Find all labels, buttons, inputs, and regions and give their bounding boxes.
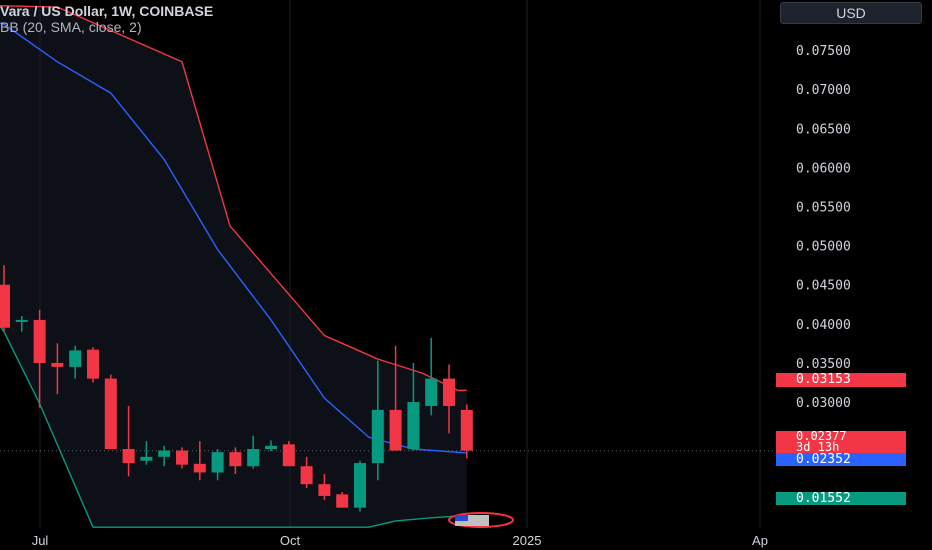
candle-body [282, 444, 295, 467]
y-tick-label: 0.05000 [796, 240, 851, 255]
y-tick-label: 0.07000 [796, 83, 851, 98]
candle [211, 448, 224, 481]
y-tick-label: 0.04000 [796, 318, 851, 333]
candle [336, 492, 349, 508]
y-tick-label: 0.07500 [796, 44, 851, 59]
y-tick-label: 0.05500 [796, 201, 851, 216]
chart-legend: Vara / US Dollar, 1W, COINBASE BB (20, S… [0, 3, 213, 35]
candle-body [407, 402, 420, 449]
candle-body [318, 484, 331, 496]
candle [176, 447, 188, 469]
logo-flag [455, 515, 489, 526]
candle [443, 364, 455, 434]
candle [407, 362, 420, 451]
y-tick-label: 0.03500 [796, 357, 851, 372]
candle [0, 265, 10, 332]
upper-band-price-value: 0.03153 [796, 372, 851, 387]
candle-body [176, 450, 188, 465]
candle [140, 441, 153, 465]
x-tick-label: 2025 [513, 533, 542, 548]
candle-body [15, 319, 28, 322]
time-axis: Jul Oct 2025 Ap [32, 533, 768, 548]
candle [229, 447, 242, 475]
candle [69, 345, 82, 379]
flag-logo-icon [448, 512, 514, 528]
x-tick-label: Jul [32, 533, 49, 548]
candle [354, 460, 366, 512]
candle [193, 441, 206, 481]
candle-body [87, 349, 99, 379]
lower-band-price-tag: 0.01552 [776, 492, 906, 505]
y-tick-label: 0.04500 [796, 279, 851, 294]
candle-body [371, 409, 384, 464]
candle-body [265, 445, 277, 449]
candle [371, 360, 384, 481]
candle [51, 343, 64, 395]
symbol-title[interactable]: Vara / US Dollar, 1W, COINBASE [0, 3, 214, 19]
y-tick-label: 0.06500 [796, 122, 851, 137]
candles [0, 265, 473, 512]
candle-body [300, 466, 313, 485]
candle [122, 405, 135, 477]
candle-body [460, 409, 473, 451]
candle-body [229, 452, 242, 467]
candle [318, 474, 331, 500]
candle [158, 445, 171, 467]
candle-body [122, 448, 135, 464]
candle-body [193, 463, 206, 473]
bar-countdown: 3d 13h [796, 440, 840, 454]
candle [460, 404, 473, 459]
lower-band-price-value: 0.01552 [796, 491, 851, 506]
candle-body [140, 456, 153, 461]
x-tick-label: Ap [752, 533, 768, 548]
candle [265, 440, 277, 452]
candle-body [211, 452, 224, 473]
candle-body [158, 450, 171, 457]
candle [389, 345, 402, 451]
candle-body [51, 362, 64, 367]
candle [282, 441, 295, 467]
candle-body [33, 319, 46, 363]
logo-ring [448, 512, 514, 528]
currency-button[interactable]: USD [780, 2, 922, 24]
last-price-tag: 0.02377 3d 13h [776, 429, 906, 454]
last-price-value: 0.02377 [796, 429, 847, 443]
candle-body [425, 378, 438, 406]
x-tick-label: Oct [280, 533, 301, 548]
candle [104, 374, 117, 449]
price-axis: 0.07500 0.07000 0.06500 0.06000 0.05500 0.050… [796, 44, 851, 450]
candle-body [354, 463, 366, 508]
basis-price-tag: 0.02352 [776, 453, 906, 466]
lower-band-line [0, 325, 467, 528]
candle-body [443, 378, 455, 406]
candle [300, 456, 313, 489]
logo-canton [455, 515, 468, 521]
upper-band-price-tag: 0.03153 [776, 373, 906, 387]
candle [33, 309, 46, 408]
candle-body [389, 409, 402, 451]
candle-body [247, 448, 260, 467]
indicator-label[interactable]: BB (20, SMA, close, 2) [0, 19, 142, 35]
candle-body [104, 378, 117, 449]
candle [425, 337, 438, 416]
candle-body [69, 350, 82, 367]
candle [247, 435, 260, 469]
candle [15, 316, 28, 332]
candle [87, 347, 99, 383]
y-tick-label: 0.03000 [796, 396, 851, 411]
candle-body [0, 284, 10, 328]
candle-body [336, 494, 349, 508]
basis-price-value: 0.02352 [796, 452, 851, 467]
y-tick-label: 0.06000 [796, 161, 851, 176]
chart-grid [0, 0, 776, 528]
